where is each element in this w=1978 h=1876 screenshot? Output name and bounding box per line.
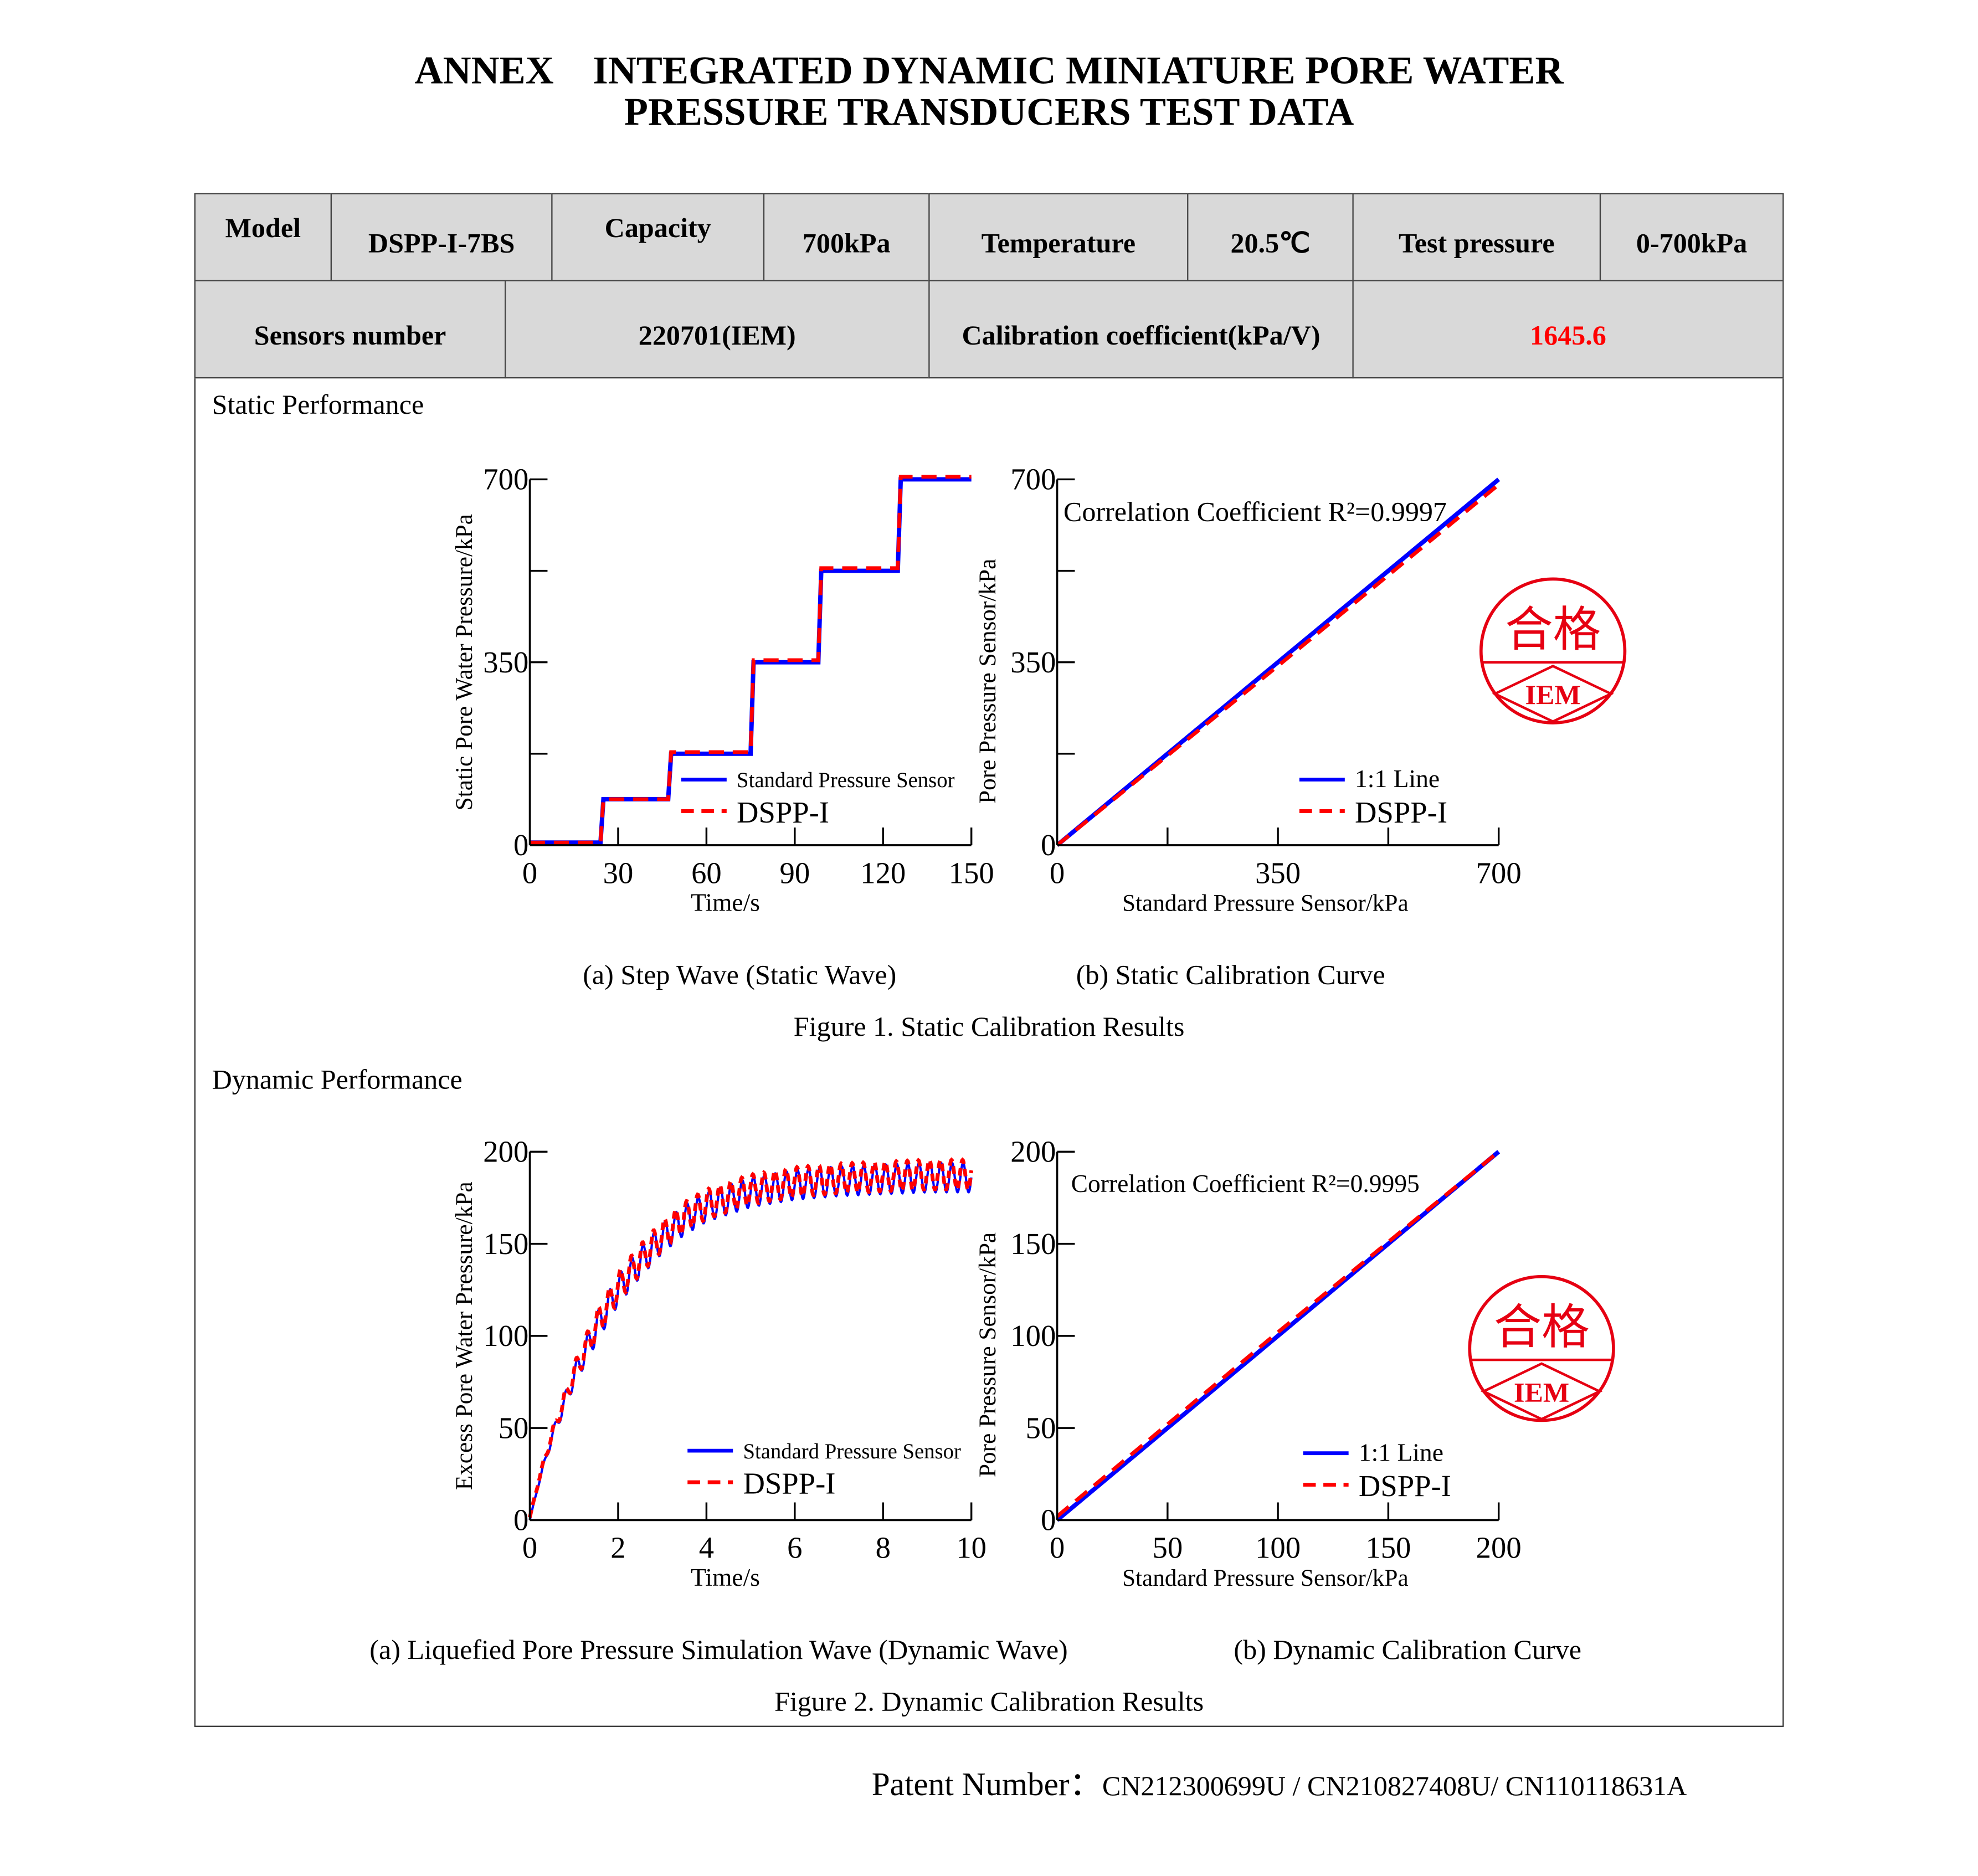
legend-label: DSPP-I xyxy=(1355,795,1447,829)
y-tick-label: 700 xyxy=(1010,462,1056,496)
model-value: DSPP-I-7BS xyxy=(330,193,553,281)
x-tick-label: 150 xyxy=(1365,1531,1411,1565)
title-line-2: PRESSURE TRANSDUCERS TEST DATA xyxy=(624,89,1354,134)
x-tick-label: 50 xyxy=(1153,1531,1183,1565)
x-tick-label: 350 xyxy=(1255,856,1301,890)
dynamic-performance-heading: Dynamic Performance xyxy=(212,1063,463,1095)
figure1-caption-b: (b) Static Calibration Curve xyxy=(1076,958,1385,990)
series-line-1 xyxy=(1056,477,1501,847)
chart-1: 0 30 60 90 120 150 0 350 700 Time/s Static Pore Wa… xyxy=(451,462,994,917)
x-tick-label: 8 xyxy=(876,1531,891,1565)
y-axis-label: Pore Pressure Sensor/kPa xyxy=(974,1232,1001,1477)
y-tick-label: 100 xyxy=(483,1319,528,1353)
figure1-title: Figure 1. Static Calibration Results xyxy=(793,1010,1185,1042)
test-pressure-label: Test pressure xyxy=(1352,193,1601,281)
y-tick-label: 100 xyxy=(1010,1319,1056,1353)
y-axis-label: Pore Pressure Sensor/kPa xyxy=(974,559,1001,804)
y-tick-label: 0 xyxy=(1041,828,1056,862)
series-line-1 xyxy=(528,1161,973,1520)
svg-text:合格: 合格 xyxy=(1505,603,1601,656)
legend-label: 1:1 Line xyxy=(1359,1438,1443,1466)
x-tick-label: 30 xyxy=(603,856,634,890)
x-tick-label: 0 xyxy=(1050,1531,1065,1565)
temperature-label: Temperature xyxy=(928,193,1189,281)
x-tick-label: 60 xyxy=(691,856,722,890)
x-tick-label: 120 xyxy=(860,856,906,890)
patent-label: Patent Number： xyxy=(871,1766,1102,1803)
legend-label: 1:1 Line xyxy=(1355,764,1440,793)
x-tick-label: 4 xyxy=(699,1531,714,1565)
test-pressure-value: 0-700kPa xyxy=(1599,193,1784,281)
y-tick-label: 150 xyxy=(1010,1227,1056,1261)
chart-2: 0 350 700 0 350 700 Standard Pressure Sensor/k… xyxy=(974,462,1522,917)
series-line-1 xyxy=(1055,1150,1501,1522)
figure1-caption-a: (a) Step Wave (Static Wave) xyxy=(583,958,897,990)
calibration-coefficient-value: 1645.6 xyxy=(1352,280,1784,379)
y-tick-label: 200 xyxy=(1010,1135,1056,1169)
y-tick-label: 350 xyxy=(483,645,528,679)
calibration-coefficient-label: Calibration coefficient(kPa/V) xyxy=(928,280,1354,379)
x-tick-label: 90 xyxy=(780,856,810,890)
legend-label: Standard Pressure Sensor xyxy=(737,769,955,792)
figure2-title: Figure 2. Dynamic Calibration Results xyxy=(774,1685,1204,1717)
x-tick-label: 0 xyxy=(1050,856,1065,890)
y-tick-label: 0 xyxy=(1041,1503,1056,1537)
y-axis-label: Excess Pore Water Pressure/kPa xyxy=(451,1181,477,1490)
x-axis-label: Standard Pressure Sensor/kPa xyxy=(1122,890,1409,916)
correlation-annotation: Correlation Coefficient R²=0.9995 xyxy=(1071,1169,1420,1197)
x-tick-label: 0 xyxy=(522,856,537,890)
chart-4: 0 50 100 150 200 0 50 100 150 200 Standard Pressur… xyxy=(974,1135,1522,1591)
x-tick-label: 2 xyxy=(610,1531,625,1565)
series-line-2 xyxy=(528,1157,974,1518)
svg-text:IEM: IEM xyxy=(1514,1376,1569,1407)
correlation-annotation: Correlation Coefficient R²=0.9997 xyxy=(1064,496,1447,527)
y-tick-label: 50 xyxy=(499,1411,529,1445)
x-tick-label: 700 xyxy=(1476,856,1522,890)
patent-value: CN212300699U / CN210827408U/ CN110118631… xyxy=(1102,1770,1687,1802)
y-tick-label: 50 xyxy=(1026,1411,1056,1445)
x-tick-label: 6 xyxy=(787,1531,802,1565)
y-tick-label: 350 xyxy=(1010,645,1056,679)
legend-label: DSPP-I xyxy=(1359,1469,1451,1503)
sensors-number-label: Sensors number xyxy=(194,280,506,379)
static-performance-heading: Static Performance xyxy=(212,388,424,420)
legend-label: DSPP-I xyxy=(737,795,829,829)
figure2-caption-b: (b) Dynamic Calibration Curve xyxy=(1234,1633,1581,1666)
svg-text:合格: 合格 xyxy=(1494,1301,1590,1354)
temperature-value: 20.5℃ xyxy=(1187,193,1354,281)
x-axis-label: Time/s xyxy=(691,1563,760,1591)
legend-label: DSPP-I xyxy=(743,1467,835,1500)
y-tick-label: 700 xyxy=(483,462,528,496)
y-tick-label: 200 xyxy=(483,1135,528,1169)
legend-label: Standard Pressure Sensor xyxy=(743,1440,961,1463)
x-axis-label: Standard Pressure Sensor/kPa xyxy=(1122,1565,1409,1591)
qualified-stamp: 合格 IEM xyxy=(1468,1274,1615,1422)
figure2-caption-a: (a) Liquefied Pore Pressure Simulation W… xyxy=(369,1633,1068,1666)
x-axis-label: Time/s xyxy=(691,888,760,916)
capacity-value: 700kPa xyxy=(763,193,930,281)
y-tick-label: 0 xyxy=(513,828,528,862)
x-tick-label: 150 xyxy=(949,856,994,890)
title-line-1: ANNEX INTEGRATED DYNAMIC MINIATURE PORE … xyxy=(414,48,1564,92)
series-line-2 xyxy=(530,475,972,845)
x-tick-label: 200 xyxy=(1476,1531,1522,1565)
qualified-stamp: 合格 IEM xyxy=(1479,577,1627,724)
y-tick-label: 150 xyxy=(483,1227,528,1261)
patent-line: Patent Number：CN212300699U / CN210827408… xyxy=(872,1759,1687,1805)
svg-text:IEM: IEM xyxy=(1525,679,1581,710)
y-axis-label: Static Pore Water Pressure/kPa xyxy=(451,514,477,810)
capacity-label: Capacity xyxy=(551,193,765,281)
x-tick-label: 10 xyxy=(956,1531,987,1565)
y-tick-label: 0 xyxy=(513,1503,528,1537)
x-tick-label: 100 xyxy=(1255,1531,1301,1565)
x-tick-label: 0 xyxy=(522,1531,537,1565)
sensors-number-value: 220701(IEM) xyxy=(504,280,930,379)
